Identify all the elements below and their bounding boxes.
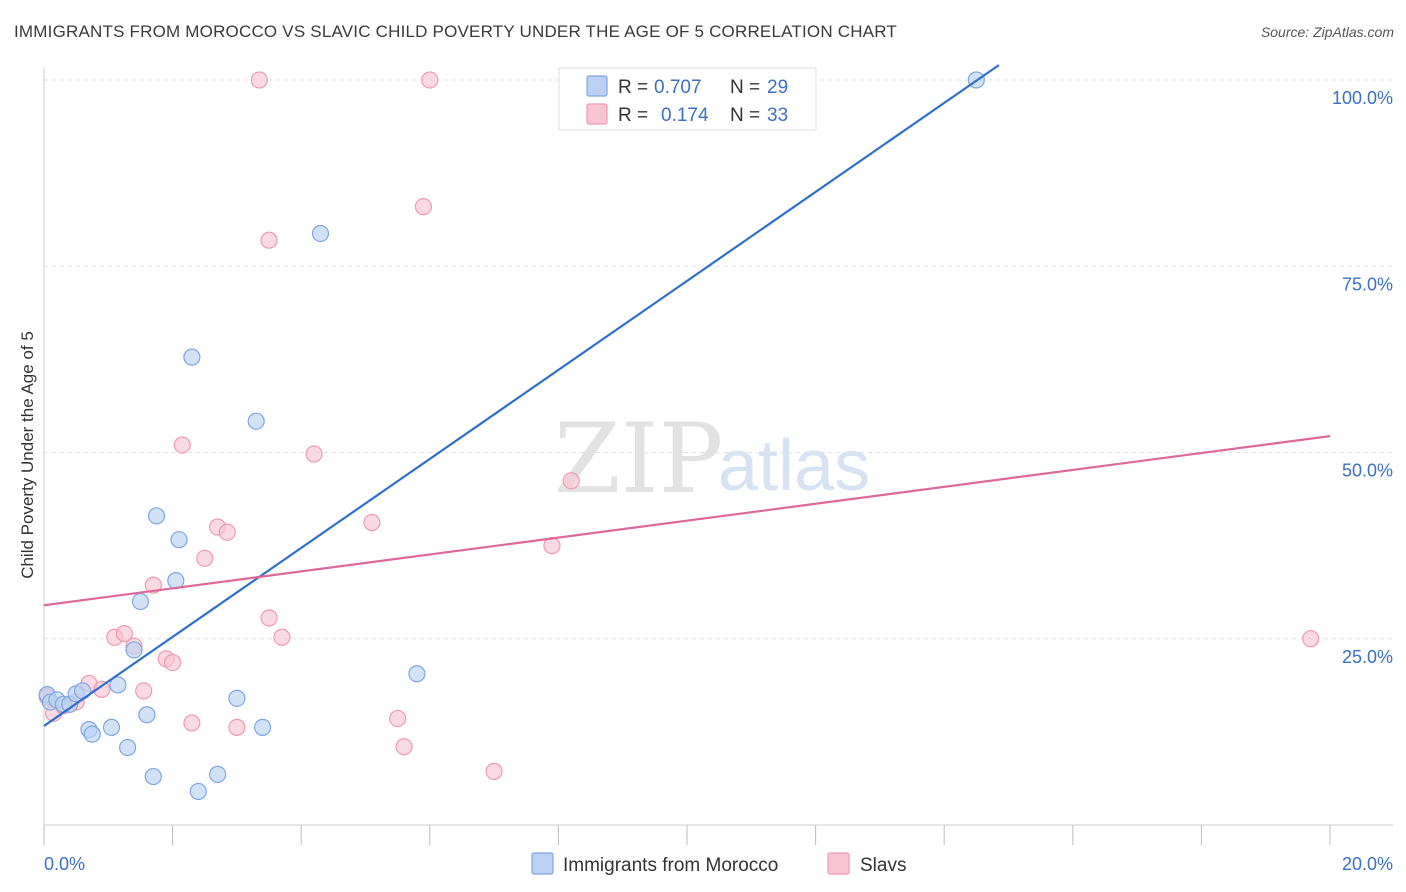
x-tick-label-max: 20.0% bbox=[1342, 854, 1393, 874]
watermark-atlas: atlas bbox=[718, 426, 870, 506]
slavs-point-22 bbox=[305, 445, 323, 463]
legend: R = 0.707 N = 29 R = 0.174 N = 33 bbox=[558, 67, 817, 131]
morocco-point-8 bbox=[83, 725, 101, 743]
morocco-point-12 bbox=[125, 641, 143, 659]
morocco-point-18 bbox=[170, 531, 188, 549]
morocco-point-25 bbox=[311, 224, 330, 243]
slavs-point-26 bbox=[414, 198, 432, 216]
morocco-point-14 bbox=[138, 706, 156, 724]
slavs-point-5 bbox=[93, 680, 111, 699]
morocco-point-20 bbox=[189, 782, 207, 801]
legend-r-value-slavs: 0.174 bbox=[661, 105, 709, 126]
slavs-point-23 bbox=[363, 513, 381, 532]
morocco-point-13 bbox=[131, 592, 150, 611]
morocco-points bbox=[38, 71, 985, 801]
slavs-point-18 bbox=[228, 718, 246, 737]
source-label: Source: ZipAtlas.com bbox=[1260, 24, 1394, 40]
x-tick-label-min: 0.0% bbox=[44, 854, 85, 874]
bottom-legend-swatch-slavs bbox=[827, 852, 850, 875]
morocco-point-22 bbox=[228, 689, 246, 707]
slavs-point-20 bbox=[260, 609, 278, 627]
morocco-point-9 bbox=[102, 718, 121, 737]
slavs-point-19 bbox=[260, 231, 278, 249]
slavs-point-10 bbox=[144, 576, 162, 594]
morocco-point-23 bbox=[247, 412, 265, 430]
slavs-point-30 bbox=[562, 472, 580, 490]
morocco-point-15 bbox=[144, 767, 162, 786]
legend-swatch-slavs bbox=[586, 103, 608, 125]
morocco-trend-line bbox=[43, 64, 1000, 727]
slavs-point-12 bbox=[164, 653, 182, 672]
y-tick-label-75: 75.0% bbox=[1342, 274, 1393, 294]
y-tick-label-100: 100.0% bbox=[1332, 88, 1393, 108]
bottom-legend-swatch-morocco bbox=[531, 852, 554, 875]
trend-lines bbox=[43, 64, 1331, 727]
bottom-legend-label-morocco: Immigrants from Morocco bbox=[563, 855, 778, 876]
slavs-point-32 bbox=[1302, 630, 1320, 648]
morocco-point-16 bbox=[147, 507, 166, 525]
grid-lines bbox=[44, 79, 1393, 640]
slavs-point-14 bbox=[183, 714, 201, 732]
morocco-point-10 bbox=[109, 676, 127, 694]
y-tick-label-25: 25.0% bbox=[1342, 647, 1393, 667]
morocco-point-26 bbox=[408, 665, 426, 683]
watermark-zip: ZIP bbox=[554, 403, 723, 515]
legend-r-label-morocco: R = bbox=[618, 77, 648, 98]
y-tick-labels: 25.0% 50.0% 75.0% 100.0% bbox=[1332, 88, 1393, 667]
legend-n-label-slavs: N = bbox=[730, 105, 760, 126]
slavs-point-24 bbox=[389, 709, 407, 728]
legend-n-value-slavs: 33 bbox=[767, 105, 788, 126]
slavs-point-25 bbox=[395, 738, 413, 756]
bottom-legend: Immigrants from Morocco Slavs bbox=[531, 852, 906, 876]
bottom-legend-label-slavs: Slavs bbox=[860, 855, 906, 876]
slavs-point-9 bbox=[135, 682, 153, 700]
morocco-point-21 bbox=[209, 765, 227, 783]
slavs-point-7 bbox=[115, 624, 133, 643]
slavs-point-27 bbox=[421, 71, 439, 89]
legend-n-label-morocco: N = bbox=[730, 77, 760, 98]
legend-r-value-morocco: 0.707 bbox=[654, 77, 702, 98]
legend-swatch-morocco bbox=[586, 75, 608, 97]
slavs-point-15 bbox=[196, 549, 214, 567]
slavs-point-21 bbox=[273, 628, 291, 646]
legend-n-value-morocco: 29 bbox=[767, 77, 788, 98]
slavs-point-13 bbox=[173, 436, 191, 454]
morocco-point-24 bbox=[254, 718, 272, 737]
legend-r-label-slavs: R = bbox=[618, 105, 648, 126]
slavs-trend-line bbox=[43, 435, 1331, 607]
chart-title: IMMIGRANTS FROM MOROCCO VS SLAVIC CHILD … bbox=[14, 22, 897, 41]
morocco-point-11 bbox=[118, 738, 137, 757]
y-axis-label: Child Poverty Under the Age of 5 bbox=[18, 331, 37, 579]
slavs-point-31 bbox=[250, 71, 269, 89]
slavs-point-17 bbox=[218, 523, 236, 541]
morocco-point-19 bbox=[183, 348, 201, 366]
y-tick-label-50: 50.0% bbox=[1342, 461, 1393, 481]
slavs-point-28 bbox=[485, 762, 503, 780]
